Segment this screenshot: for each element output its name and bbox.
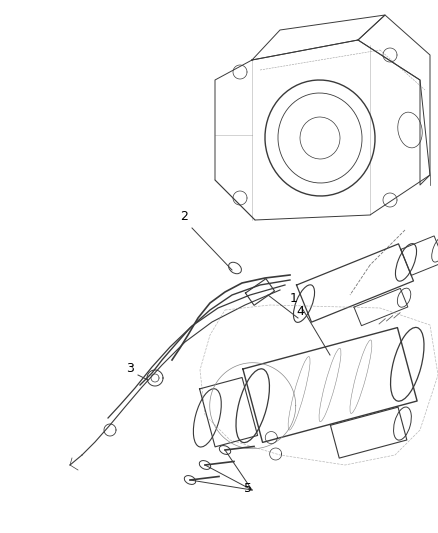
Ellipse shape (229, 262, 241, 274)
Ellipse shape (391, 327, 424, 401)
Ellipse shape (219, 446, 231, 455)
Ellipse shape (265, 80, 375, 196)
Polygon shape (245, 279, 275, 305)
Ellipse shape (236, 369, 269, 442)
Polygon shape (104, 424, 116, 436)
Ellipse shape (293, 285, 314, 322)
Polygon shape (233, 65, 247, 79)
Ellipse shape (193, 389, 221, 447)
Polygon shape (147, 370, 163, 386)
Polygon shape (330, 407, 407, 458)
Ellipse shape (396, 244, 417, 281)
Polygon shape (383, 48, 397, 62)
Polygon shape (354, 288, 408, 326)
Ellipse shape (300, 117, 340, 159)
Ellipse shape (398, 112, 422, 148)
Ellipse shape (184, 475, 196, 484)
Polygon shape (215, 40, 430, 220)
Polygon shape (151, 374, 159, 382)
Text: 5: 5 (244, 482, 252, 495)
Ellipse shape (199, 461, 211, 470)
Ellipse shape (394, 407, 411, 440)
Ellipse shape (432, 236, 438, 262)
Ellipse shape (397, 288, 411, 307)
Polygon shape (383, 193, 397, 207)
Ellipse shape (278, 93, 362, 183)
Polygon shape (233, 191, 247, 205)
Polygon shape (252, 15, 385, 60)
Polygon shape (297, 244, 413, 322)
Polygon shape (200, 377, 258, 447)
Text: 4: 4 (296, 305, 304, 318)
Text: 3: 3 (126, 362, 134, 375)
Text: 2: 2 (180, 210, 188, 223)
Polygon shape (358, 15, 430, 185)
Polygon shape (265, 432, 277, 443)
Polygon shape (243, 328, 417, 442)
Polygon shape (401, 236, 438, 276)
Text: 1: 1 (290, 292, 298, 305)
Polygon shape (270, 448, 282, 460)
